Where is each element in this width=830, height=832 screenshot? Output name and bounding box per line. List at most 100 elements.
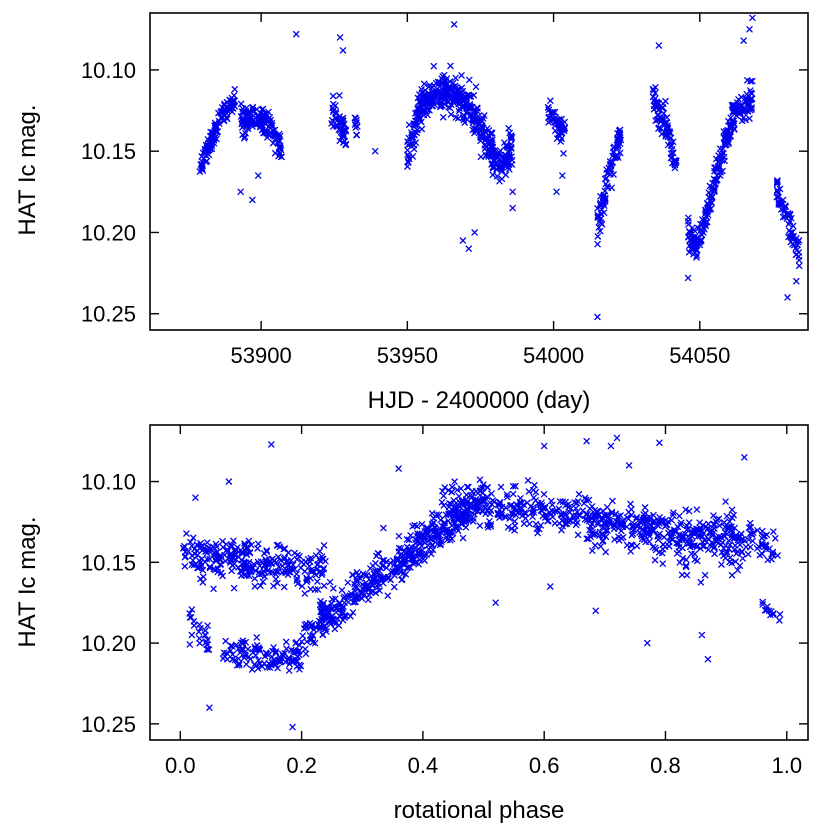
data-point: [509, 204, 516, 212]
data-point: [391, 583, 398, 591]
data-point: [390, 561, 398, 568]
data-point: [222, 557, 229, 565]
data-point: [740, 114, 747, 121]
data-point: [748, 77, 756, 85]
data-point: [721, 523, 729, 531]
data-point: [241, 542, 248, 550]
data-point: [198, 161, 206, 169]
y-tick-label: 10.20: [81, 631, 136, 656]
y-tick-label: 10.25: [81, 302, 136, 327]
data-point: [282, 638, 290, 646]
data-point: [538, 502, 546, 509]
data-point: [522, 515, 529, 522]
data-point: [406, 546, 414, 554]
data-point: [394, 555, 401, 562]
data-point: [520, 520, 528, 527]
data-point: [181, 553, 189, 561]
data-point: [713, 538, 721, 546]
data-point: [251, 583, 259, 590]
data-point: [683, 571, 691, 579]
data-point: [787, 229, 794, 236]
data-point: [231, 85, 239, 93]
data-point: [228, 567, 235, 575]
data-point: [356, 575, 364, 582]
data-point: [443, 533, 450, 541]
data-point: [465, 245, 473, 252]
data-point: [525, 488, 533, 495]
data-point: [659, 546, 667, 553]
data-point: [628, 506, 635, 513]
data-point: [653, 99, 661, 107]
data-point: [342, 612, 350, 620]
data-point: [652, 117, 659, 124]
data-point: [602, 196, 609, 203]
data-point: [717, 172, 724, 179]
data-point: [244, 125, 252, 132]
data-point: [779, 213, 787, 221]
data-point: [667, 150, 675, 157]
data-point: [316, 548, 324, 555]
data-point: [776, 617, 783, 624]
data-point: [439, 102, 446, 109]
x-tick-label: 0.8: [650, 753, 681, 778]
data-point: [726, 518, 733, 525]
data-point: [223, 649, 230, 657]
data-point: [749, 14, 756, 22]
data-point: [486, 518, 493, 525]
data-point: [688, 533, 696, 540]
data-point: [254, 545, 261, 552]
x-axis-title: rotational phase: [394, 797, 565, 824]
data-point: [221, 551, 228, 559]
data-point: [720, 128, 728, 135]
data-point: [380, 557, 388, 564]
data-point: [204, 636, 211, 643]
data-point: [255, 656, 262, 664]
data-point: [574, 498, 582, 505]
data-point: [692, 528, 699, 536]
data-point: [266, 132, 274, 139]
data-point: [181, 563, 189, 570]
data-point: [216, 555, 223, 562]
data-point: [251, 645, 259, 652]
data-point: [367, 588, 374, 596]
data-point: [686, 229, 694, 236]
data-point: [262, 556, 269, 563]
data-point: [336, 600, 343, 608]
data-point: [277, 144, 284, 152]
data-point: [441, 484, 448, 491]
data-point: [669, 529, 677, 537]
data-point: [217, 560, 224, 568]
data-point: [736, 562, 744, 569]
data-point: [420, 111, 428, 119]
data-point: [452, 506, 459, 513]
data-point: [693, 506, 701, 513]
bottom-panel-phase-folded: 0.0 0.2 0.4 0.6 0.8 1.0 10.10 10.15 10.20 10.25 ro…: [14, 424, 809, 824]
data-point: [337, 134, 345, 141]
data-point: [274, 579, 281, 587]
data-point: [667, 534, 675, 542]
data-point: [239, 644, 246, 652]
data-point: [293, 570, 300, 578]
data-point: [699, 229, 707, 236]
data-point: [254, 558, 262, 566]
data-point: [314, 586, 322, 593]
data-point: [650, 511, 657, 519]
data-point: [183, 530, 190, 537]
data-point: [710, 512, 717, 519]
data-point: [708, 199, 715, 206]
data-point: [252, 118, 259, 125]
data-point: [551, 508, 559, 515]
data-point: [477, 153, 485, 161]
data-point: [685, 507, 693, 515]
data-point: [452, 74, 459, 82]
data-point: [361, 571, 368, 579]
data-point: [545, 106, 553, 114]
data-point: [229, 643, 236, 650]
data-point: [188, 606, 196, 613]
data-point: [773, 178, 781, 186]
data-point: [477, 137, 484, 145]
data-point: [728, 571, 736, 579]
data-point: [187, 538, 194, 546]
data-point: [333, 123, 341, 130]
data-point: [662, 97, 669, 105]
